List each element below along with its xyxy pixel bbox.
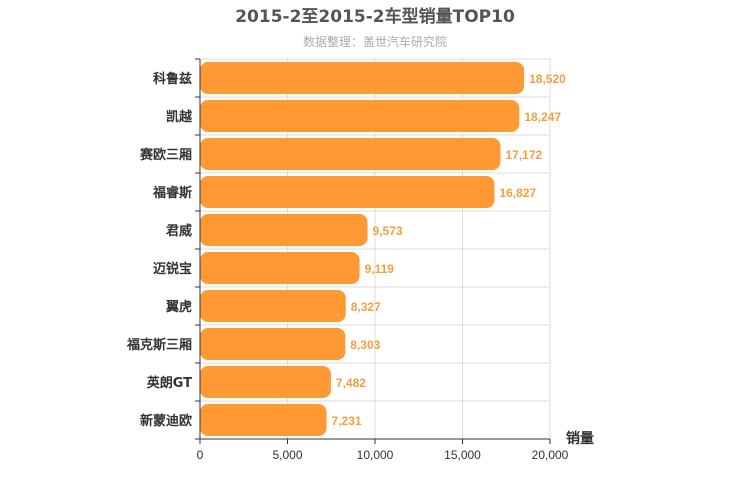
value-label: 16,827: [499, 186, 536, 200]
bar: [200, 366, 331, 398]
bar: [200, 404, 327, 436]
bar: [200, 328, 346, 360]
category-label: 赛欧三厢: [139, 147, 192, 163]
value-label: 8,327: [351, 300, 381, 314]
x-tick-label: 15,000: [444, 448, 481, 462]
chart-subtitle: 数据整理：盖世汽车研究院: [303, 34, 447, 49]
bars: 18,520 18,247 17,172 16,827 9,573 9,119 8,327 8…: [200, 62, 566, 436]
category-label: 福睿斯: [152, 185, 192, 201]
chart-title: 2015-2至2015-2车型销量TOP10: [235, 6, 515, 27]
value-label: 9,119: [365, 262, 395, 276]
x-tick-label: 0: [197, 448, 204, 462]
bar: [200, 252, 360, 284]
category-label: 福克斯三厢: [126, 337, 192, 353]
category-label: 新蒙迪欧: [140, 413, 192, 429]
bar: [200, 214, 368, 246]
category-label: 凯越: [166, 109, 193, 125]
value-label: 8,303: [350, 338, 380, 352]
category-label: 君威: [166, 223, 192, 239]
category-label: 英朗GT: [146, 375, 192, 391]
x-tick-label: 10,000: [357, 448, 394, 462]
category-label: 迈锐宝: [153, 261, 192, 277]
x-axis-label: 销量: [566, 430, 594, 447]
x-tick-label: 20,000: [532, 448, 569, 462]
x-tick-label: 5,000: [272, 448, 302, 462]
bar: [200, 138, 501, 170]
value-label: 7,231: [332, 414, 362, 428]
category-label: 翼虎: [165, 299, 192, 315]
bar: [200, 290, 346, 322]
value-label: 9,573: [373, 224, 403, 238]
bar: [200, 62, 525, 94]
value-label: 18,520: [529, 72, 566, 86]
bar: [200, 176, 495, 208]
value-label: 17,172: [506, 148, 543, 162]
bar: [200, 100, 520, 132]
category-label: 科鲁兹: [153, 71, 192, 87]
value-label: 7,482: [336, 376, 366, 390]
value-label: 18,247: [524, 110, 561, 124]
